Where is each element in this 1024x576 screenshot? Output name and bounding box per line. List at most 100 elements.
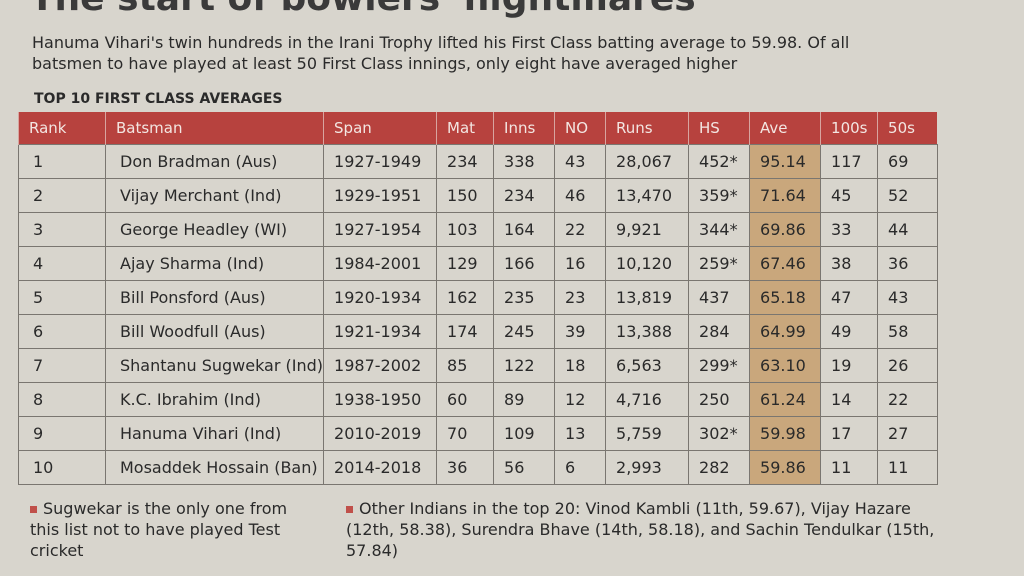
table-cell: 44 bbox=[877, 212, 938, 247]
table-cell: 5,759 bbox=[605, 416, 690, 451]
table-row: 4 Ajay Sharma (Ind) 1984-2001 129 166 16 10,12… bbox=[18, 246, 938, 281]
table-cell: 7 bbox=[18, 348, 106, 383]
table-row: 1 Don Bradman (Aus) 1927-1949 234 338 43 28,06… bbox=[18, 144, 938, 179]
table-cell: 11 bbox=[877, 450, 938, 485]
averages-table: Rank Batsman Span Mat Inns NO Runs HS Ave 100s 50s… bbox=[18, 112, 938, 485]
table-cell: 2 bbox=[18, 178, 106, 213]
table-cell: 452* bbox=[688, 144, 751, 179]
header-row: Rank Batsman Span Mat Inns NO Runs HS Ave 100s 50s bbox=[18, 112, 938, 145]
table-cell: 437 bbox=[688, 280, 751, 315]
table-cell: 1 bbox=[18, 144, 106, 179]
table-cell: Mosaddek Hossain (Ban) bbox=[104, 450, 325, 485]
table-cell: 16 bbox=[554, 246, 607, 281]
table-cell: Hanuma Vihari (Ind) bbox=[104, 416, 325, 451]
table-cell: 1938-1950 bbox=[323, 382, 438, 417]
table-cell: 6 bbox=[18, 314, 106, 349]
table-cell: 10,120 bbox=[605, 246, 690, 281]
table-cell: 19 bbox=[820, 348, 879, 383]
intro: Hanuma Vihari's twin hundreds in the Ira… bbox=[32, 33, 850, 73]
table-cell: 122 bbox=[493, 348, 556, 383]
table-cell: 162 bbox=[436, 280, 495, 315]
table-cell: 344* bbox=[688, 212, 751, 247]
table-cell: 60 bbox=[436, 382, 495, 417]
table-cell: 4,716 bbox=[605, 382, 690, 417]
footnote: Sugwekar is the only one from this list … bbox=[30, 498, 320, 561]
table-cell: 59.98 bbox=[749, 416, 822, 451]
table-cell: George Headley (WI) bbox=[104, 212, 325, 247]
table-cell: 45 bbox=[820, 178, 879, 213]
table-cell: 1920-1934 bbox=[323, 280, 438, 315]
table-cell: 64.99 bbox=[749, 314, 822, 349]
table-cell: 39 bbox=[554, 314, 607, 349]
table-cell: 10 bbox=[18, 450, 106, 485]
table-cell: 33 bbox=[820, 212, 879, 247]
table-cell: 13,819 bbox=[605, 280, 690, 315]
table-cell: Don Bradman (Aus) bbox=[104, 144, 325, 179]
table-cell: 43 bbox=[554, 144, 607, 179]
table-cell: 2,993 bbox=[605, 450, 690, 485]
table-cell: 23 bbox=[554, 280, 607, 315]
table-cell: 22 bbox=[554, 212, 607, 247]
table-cell: Bill Woodfull (Aus) bbox=[104, 314, 325, 349]
table-row: 8 K.C. Ibrahim (Ind) 1938-1950 60 89 12 4,716 2… bbox=[18, 382, 938, 417]
table-cell: 13 bbox=[554, 416, 607, 451]
table-cell: 103 bbox=[436, 212, 495, 247]
column-header: Span bbox=[323, 112, 437, 145]
table-cell: 85 bbox=[436, 348, 495, 383]
table-cell: 1921-1934 bbox=[323, 314, 438, 349]
table-row: 10 Mosaddek Hossain (Ban) 2014-2018 36 56 6 2,… bbox=[18, 450, 938, 485]
table-row: 2 Vijay Merchant (Ind) 1929-1951 150 234 46 13… bbox=[18, 178, 938, 213]
table-cell: 129 bbox=[436, 246, 495, 281]
table-cell: 36 bbox=[877, 246, 938, 281]
table-cell: 259* bbox=[688, 246, 751, 281]
table-cell: 67.46 bbox=[749, 246, 822, 281]
table-cell: Vijay Merchant (Ind) bbox=[104, 178, 325, 213]
column-header: NO bbox=[554, 112, 606, 145]
table-cell: 28,067 bbox=[605, 144, 690, 179]
table-row: 5 Bill Ponsford (Aus) 1920-1934 162 235 23 13,… bbox=[18, 280, 938, 315]
table-cell: 5 bbox=[18, 280, 106, 315]
table-cell: 299* bbox=[688, 348, 751, 383]
table-cell: 174 bbox=[436, 314, 495, 349]
table-cell: 2010-2019 bbox=[323, 416, 438, 451]
table-cell: 1927-1949 bbox=[323, 144, 438, 179]
column-header: Runs bbox=[605, 112, 689, 145]
table-cell: 338 bbox=[493, 144, 556, 179]
table-cell: 282 bbox=[688, 450, 751, 485]
table-cell: 235 bbox=[493, 280, 556, 315]
footnote: Other Indians in the top 20: Vinod Kambl… bbox=[346, 498, 946, 561]
table-cell: 38 bbox=[820, 246, 879, 281]
table-cell: 65.18 bbox=[749, 280, 822, 315]
table-cell: 58 bbox=[877, 314, 938, 349]
table-cell: 302* bbox=[688, 416, 751, 451]
table-cell: 26 bbox=[877, 348, 938, 383]
table-cell: Shantanu Sugwekar (Ind) bbox=[104, 348, 325, 383]
table-cell: 3 bbox=[18, 212, 106, 247]
column-header: 50s bbox=[877, 112, 938, 145]
table-row: 7 Shantanu Sugwekar (Ind) 1987-2002 85 122 18… bbox=[18, 348, 938, 383]
table-cell: 234 bbox=[436, 144, 495, 179]
table-cell: K.C. Ibrahim (Ind) bbox=[104, 382, 325, 417]
column-header: Rank bbox=[18, 112, 106, 145]
table-cell: 109 bbox=[493, 416, 556, 451]
table-cell: 49 bbox=[820, 314, 879, 349]
table-row: 9 Hanuma Vihari (Ind) 2010-2019 70 109 13 5,75… bbox=[18, 416, 938, 451]
table-cell: 22 bbox=[877, 382, 938, 417]
column-header: 100s bbox=[820, 112, 878, 145]
table-cell: 250 bbox=[688, 382, 751, 417]
table-cell: 89 bbox=[493, 382, 556, 417]
table-cell: 71.64 bbox=[749, 178, 822, 213]
column-header: Ave bbox=[749, 112, 821, 145]
title: The start of bowlers' nightmares bbox=[30, 0, 696, 19]
table-cell: 13,470 bbox=[605, 178, 690, 213]
table-cell: 56 bbox=[493, 450, 556, 485]
table-cell: 166 bbox=[493, 246, 556, 281]
table-cell: 47 bbox=[820, 280, 879, 315]
table-cell: 18 bbox=[554, 348, 607, 383]
table-cell: Bill Ponsford (Aus) bbox=[104, 280, 325, 315]
table-cell: 36 bbox=[436, 450, 495, 485]
table-cell: 13,388 bbox=[605, 314, 690, 349]
table-cell: 359* bbox=[688, 178, 751, 213]
table-cell: 9 bbox=[18, 416, 106, 451]
